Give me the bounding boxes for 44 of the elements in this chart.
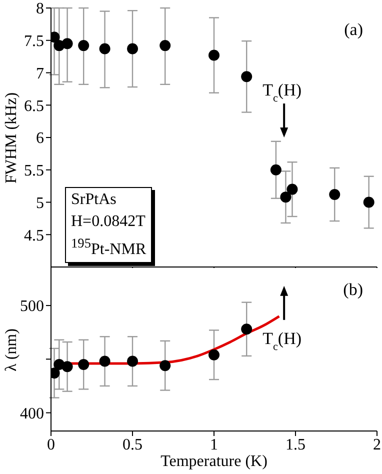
y-tick-label: 6 — [36, 130, 44, 148]
x-tick-label: 1.5 — [286, 436, 306, 454]
point — [62, 38, 73, 50]
y-tick-label: 7.5 — [24, 33, 44, 50]
point — [160, 360, 171, 372]
point — [160, 40, 171, 52]
annotation: (b) — [343, 280, 363, 299]
y-tick-label: 8 — [36, 0, 44, 18]
point — [270, 164, 282, 176]
y-tick-label: 500 — [20, 298, 44, 316]
point — [363, 196, 374, 208]
x-tick-label: 0 — [47, 436, 55, 454]
point — [99, 43, 110, 54]
x-axis-title: Temperature (K) — [160, 453, 268, 470]
y-tick-label: 6.5 — [24, 98, 44, 115]
y-tick-label: 4.5 — [24, 227, 44, 244]
point — [208, 349, 220, 360]
point — [78, 359, 90, 370]
point — [78, 40, 90, 52]
point — [241, 324, 252, 335]
point — [99, 356, 110, 367]
y-tick-label: 7 — [36, 65, 44, 82]
point — [208, 50, 220, 61]
y-tick-label: 5.5 — [24, 162, 44, 180]
point — [127, 356, 138, 367]
x-tick-label: 1 — [210, 436, 218, 454]
x-tick-label: 0.5 — [122, 436, 142, 454]
x-tick-label: 2 — [373, 436, 381, 454]
point — [241, 71, 252, 82]
annotation: T$_{c}$(H) — [262, 80, 302, 104]
point — [286, 184, 298, 195]
y-tick-label: 5 — [36, 194, 44, 212]
annotation: T$_{c}$(H) — [262, 328, 302, 353]
y-axis-title: λ (nm) — [3, 328, 20, 371]
point — [280, 192, 292, 203]
point — [62, 361, 73, 372]
annotation: H=0.0842T — [71, 213, 146, 230]
point — [127, 43, 138, 54]
y-axis-title: FWHM (kHz) — [3, 92, 20, 184]
point — [329, 188, 340, 200]
annotation: SrPtAs — [71, 191, 116, 208]
y-tick-label: 400 — [20, 405, 44, 422]
annotation: (a) — [344, 20, 363, 39]
annotation: $^{195}$Pt-NMR — [71, 236, 146, 258]
